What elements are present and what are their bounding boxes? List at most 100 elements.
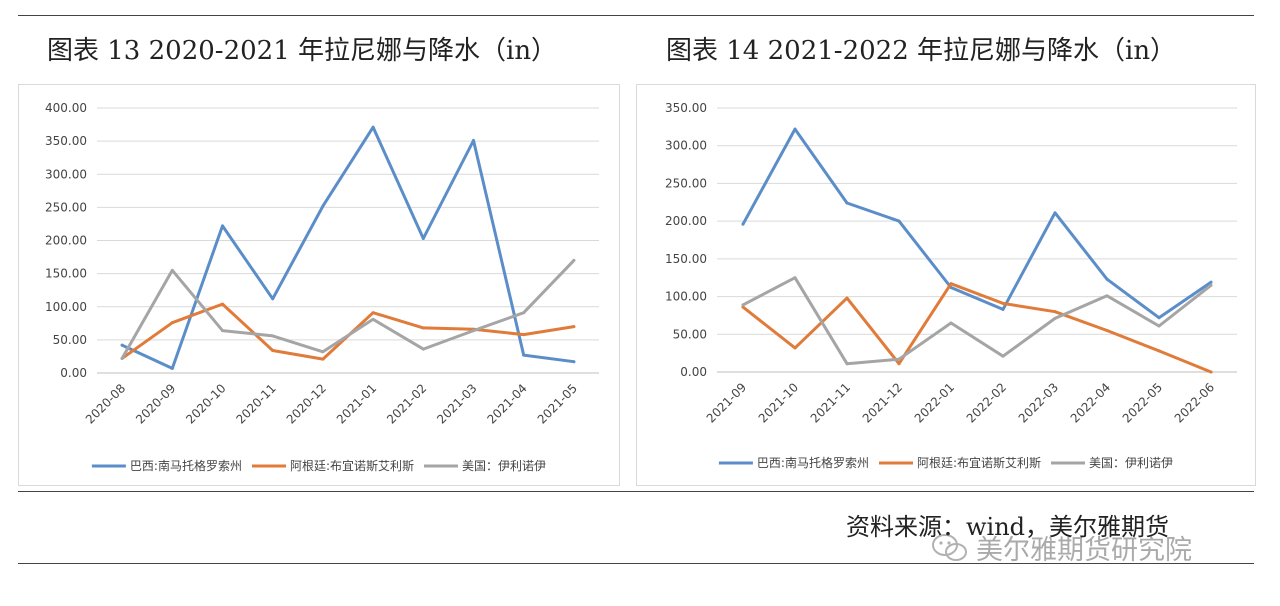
data-point [1105,294,1109,298]
data-point [1209,370,1213,374]
data-point [897,357,901,361]
top-rule [18,15,1254,16]
data-point [321,350,325,354]
x-tick-label: 2021-04 [484,381,529,426]
y-tick-label: 400.00 [45,101,87,115]
data-point [1053,310,1057,314]
x-tick-label: 2021-11 [808,380,853,425]
y-tick-label: 200.00 [45,234,87,248]
legend-item: 美国：伊利诺伊 [424,459,546,473]
data-point [741,222,745,226]
data-point [845,362,849,366]
legend-item: 阿根廷:布宜诺斯艾利斯 [252,458,414,473]
data-point [741,305,745,309]
x-tick-label: 2020-11 [233,381,278,426]
legend-item: 巴西:南马托格罗索州 [91,458,242,473]
data-point [421,326,425,330]
data-point [522,333,526,337]
data-point [271,334,275,338]
y-tick-label: 300.00 [45,167,87,181]
data-point [949,321,953,325]
data-point [522,311,526,315]
data-point [1105,277,1109,281]
right-figure-title: 图表 14 2021-2022 年拉尼娜与降水（in） [666,36,1177,66]
data-point [221,302,224,306]
data-point [1001,354,1005,358]
left-line-chart: 0.00 50.00 100.00 150.00 200.00 250.00 300.00 3… [45,101,599,473]
legend-label: 阿根廷:布宜诺斯艾利斯 [917,455,1041,470]
legend-label: 阿根廷:布宜诺斯艾利斯 [290,458,414,473]
y-tick-label: 150.00 [45,267,87,281]
data-point [321,357,325,361]
data-point [1157,349,1161,353]
data-point [170,321,174,325]
legend-item: 美国：伊利诺伊 [1051,456,1173,470]
legend-item: 巴西:南马托格罗索州 [718,455,869,470]
data-point [949,282,953,286]
x-tick-label: 2022-02 [964,380,1009,425]
data-point [421,347,425,351]
legend-label: 美国：伊利诺伊 [462,459,546,473]
legend-label: 巴西:南马托格罗索州 [130,458,242,473]
data-point [120,343,124,347]
data-point [572,325,576,329]
x-tick-label: 2022-01 [912,380,957,425]
x-tick-label: 2021-12 [860,380,905,425]
data-point [421,237,425,241]
x-tick-label: 2021-05 [535,381,580,426]
left-figure-title: 图表 13 2020-2021 年拉尼娜与降水（in） [47,36,558,66]
series-line [120,125,576,370]
data-point [793,276,797,280]
y-tick-label: 350.00 [45,134,87,148]
data-point [1001,301,1005,305]
y-tick-label: 100.00 [665,290,707,304]
data-point [1053,316,1057,320]
x-tick-label: 2022-05 [1120,380,1165,425]
data-point [793,127,797,131]
y-tick-label: 100.00 [45,300,87,314]
x-tick-label: 2022-03 [1016,380,1061,425]
x-tick-label: 2021-02 [384,381,429,426]
data-point [845,296,849,300]
x-tick-label: 2021-10 [756,380,801,425]
data-point [1105,329,1109,333]
y-tick-label: 50.00 [673,327,707,341]
x-tick-label: 2022-06 [1172,380,1217,425]
y-tick-label: 250.00 [665,176,707,190]
x-tick-label: 2020-08 [83,381,128,426]
data-point [572,360,576,364]
data-point [572,258,576,262]
series-line [741,127,1213,320]
data-point [1053,211,1057,215]
data-point [1209,283,1213,287]
x-tick-label: 2021-03 [434,381,479,426]
data-point [120,356,124,360]
bottom-rule [18,563,1254,564]
right-line-chart: 0.00 50.00 100.00 150.00 200.00 250.00 300.00 3… [665,101,1237,470]
x-tick-label: 2021-09 [704,380,749,425]
y-tick-label: 0.00 [680,365,707,379]
legend-item: 阿根廷:布宜诺斯艾利斯 [879,455,1041,470]
data-point [170,366,174,370]
watermark: 美尔雅期货研究院 [930,528,1192,567]
y-tick-label: 50.00 [53,333,87,347]
x-tick-label: 2021-01 [334,381,379,426]
x-tick-label: 2020-10 [183,381,228,426]
y-tick-label: 250.00 [45,200,87,214]
data-point [221,329,224,333]
series-line [120,258,576,360]
data-point [1157,324,1161,328]
data-point [321,204,325,208]
data-point [170,268,174,272]
data-point [522,353,526,357]
x-tick-label: 2022-04 [1068,380,1113,425]
y-tick-label: 350.00 [665,101,707,115]
data-point [271,348,275,352]
data-point [221,224,224,228]
data-point [371,311,375,315]
series-line [741,276,1213,366]
data-point [472,329,475,333]
data-point [1209,280,1213,284]
wechat-icon [932,533,967,561]
data-point [1157,316,1161,320]
